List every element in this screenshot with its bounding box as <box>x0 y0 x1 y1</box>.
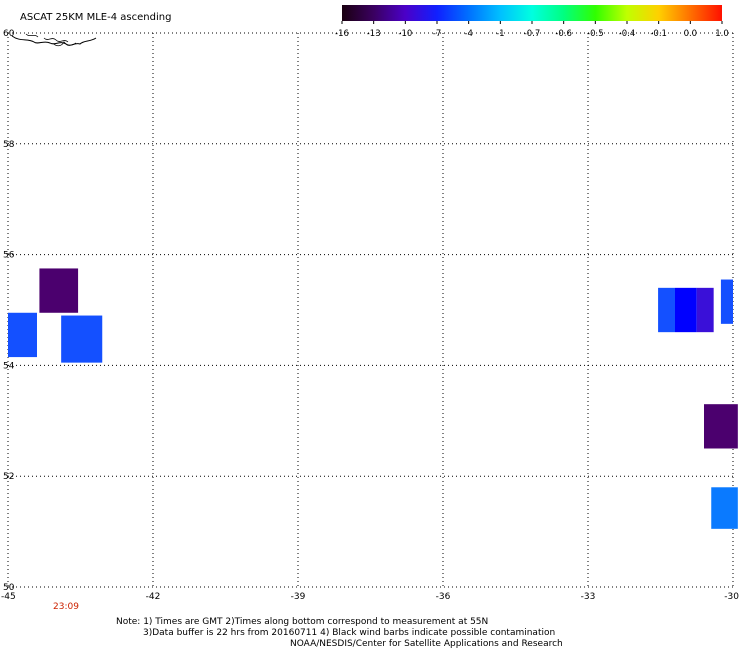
colorbar-tick-label: -0.5 <box>587 29 604 39</box>
x-tick-label: -30 <box>724 592 739 602</box>
data-cell <box>675 287 697 333</box>
time-label: 23:09 <box>53 602 79 612</box>
x-tick-label: -42 <box>146 592 161 602</box>
colorbar-tick-label: -1 <box>496 29 504 39</box>
colorbar-tick-label: 0.0 <box>684 29 698 39</box>
colorbar-tick-label: -0.6 <box>555 29 572 39</box>
x-tick-label: -33 <box>581 592 596 602</box>
y-tick-label: 56 <box>3 251 15 261</box>
data-cell <box>61 315 103 363</box>
colorbar-tick-label: 1.0 <box>715 29 729 39</box>
data-cell <box>696 287 714 333</box>
data-cell <box>39 268 79 313</box>
colorbar-tick-label: -0.7 <box>524 29 541 39</box>
colorbar: -16 -13 -10 -7 -4 -1 -0.7 -0.6 -0.5 -0.4 -0.1 0.0 1.… <box>335 5 729 39</box>
note-line-1: Note: 1) Times are GMT 2)Times along bot… <box>116 617 488 627</box>
y-tick-label: 58 <box>3 140 15 150</box>
colorbar-tick-label: -4 <box>464 29 472 39</box>
colorbar-gradient <box>342 5 722 21</box>
x-tick-label: -45 <box>1 592 16 602</box>
data-cell <box>720 279 733 324</box>
data-cell <box>711 487 738 529</box>
note-line-2: 3)Data buffer is 22 hrs from 20160711 4)… <box>143 628 555 638</box>
colorbar-tick-label: -10 <box>398 29 412 39</box>
data-cell <box>8 312 37 358</box>
time-labels: 23:09 <box>53 602 79 612</box>
data-cell <box>704 404 738 449</box>
colorbar-tick-label: -16 <box>335 29 349 39</box>
y-tick-label: 60 <box>3 29 15 39</box>
x-tick-label: -39 <box>291 592 306 602</box>
data-cell <box>658 287 675 333</box>
colorbar-tick-label: -13 <box>367 29 381 39</box>
y-tick-label: 50 <box>3 583 15 593</box>
colorbar-tick-label: -7 <box>433 29 441 39</box>
x-tick-label: -36 <box>436 592 451 602</box>
colorbar-tick-label: -0.4 <box>619 29 636 39</box>
coastline <box>11 33 97 47</box>
y-tick-label: 54 <box>3 361 15 371</box>
data-cells <box>8 268 738 529</box>
chart-title: ASCAT 25KM MLE-4 ascending <box>20 12 171 23</box>
colorbar-tick-label: -0.1 <box>650 29 667 39</box>
grid-lines <box>7 32 734 588</box>
y-tick-labels: 50 52 54 56 58 60 <box>3 29 15 593</box>
y-tick-label: 52 <box>3 472 14 482</box>
note-line-3: NOAA/NESDIS/Center for Satellite Applica… <box>290 639 563 649</box>
x-tick-labels: -45 -42 -39 -36 -33 -30 <box>1 592 739 602</box>
